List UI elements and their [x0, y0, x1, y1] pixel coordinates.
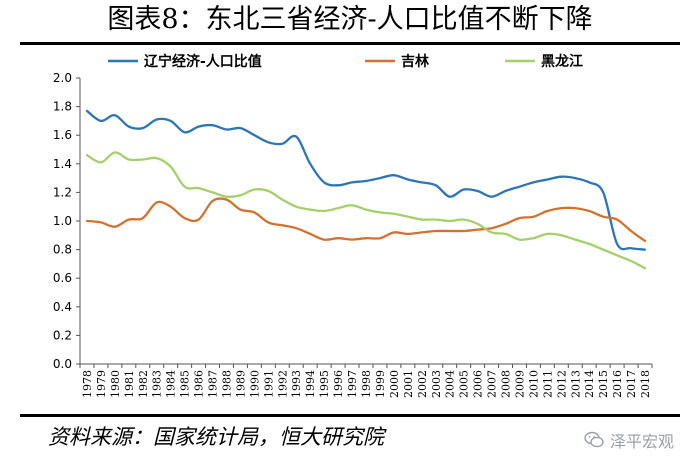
y-tick-label: 1.4	[53, 157, 72, 171]
series-lines	[85, 109, 647, 270]
x-tick-label: 1982	[137, 370, 150, 398]
y-tick-label: 0.4	[53, 300, 72, 314]
legend-item-heilongjiang: 黑龙江	[505, 53, 583, 70]
x-tick-label: 1987	[207, 370, 220, 398]
title-rule	[20, 42, 680, 45]
legend-label: 黑龙江	[541, 53, 583, 70]
x-tick-label: 1984	[165, 370, 178, 398]
watermark-text: 泽平宏观	[609, 432, 674, 451]
x-tick-label: 2015	[597, 370, 610, 398]
x-tick-label: 1989	[234, 370, 247, 398]
y-tick-label: 1.0	[53, 214, 72, 228]
series-line-heilongjiang	[85, 151, 647, 270]
footer-rule	[20, 414, 680, 417]
x-tick-label: 1983	[151, 370, 164, 398]
x-tick-label: 2010	[527, 370, 540, 398]
y-tick-label: 1.6	[53, 128, 72, 142]
x-tick-label: 2004	[444, 370, 457, 398]
x-tick-label: 2006	[472, 370, 485, 398]
chart-axes: 0.0 0.2 0.4 0.6 0.8 1.0 1.2 1.4 1.6 1.8 2.0 1978 197…	[53, 71, 653, 398]
series-line-jilin	[85, 197, 647, 243]
x-tick-label: 2014	[583, 370, 596, 398]
chart-title: 图表8：东北三省经济-人口比值不断下降	[107, 4, 593, 35]
x-tick-label: 1999	[374, 370, 387, 398]
x-tick-label: 2003	[430, 370, 443, 398]
x-tick-label: 1978	[81, 370, 94, 398]
x-tick-label: 1994	[304, 370, 317, 398]
legend-item-liaoning: 辽宁经济-人口比值	[108, 53, 262, 70]
x-tick-label: 1998	[360, 370, 373, 398]
y-tick-label: 0.0	[53, 357, 72, 371]
x-tick-label: 2002	[416, 370, 429, 398]
x-tick-label: 2001	[402, 370, 415, 398]
x-tick-label: 2013	[569, 370, 582, 398]
wechat-icon	[584, 431, 604, 448]
x-tick-label: 1995	[318, 370, 331, 398]
source-note: 资料来源：国家统计局，恒大研究院	[48, 425, 384, 449]
y-tick-label: 2.0	[53, 71, 72, 85]
x-tick-label: 2012	[555, 370, 568, 398]
x-tick-label: 2009	[513, 370, 526, 398]
y-tick-label: 0.2	[53, 328, 72, 342]
x-tick-label: 1993	[290, 370, 303, 398]
x-tick-label: 1979	[95, 370, 108, 398]
y-tick-label: 1.2	[53, 185, 72, 199]
watermark: 泽平宏观	[584, 428, 674, 452]
x-tick-label: 1991	[262, 370, 275, 398]
legend-label: 吉林	[401, 53, 429, 70]
x-tick-label: 2016	[611, 370, 624, 398]
legend-label: 辽宁经济-人口比值	[144, 53, 262, 70]
x-tick-label: 2008	[500, 370, 513, 398]
series-line-liaoning	[85, 109, 647, 251]
y-tick-label: 1.8	[53, 100, 72, 114]
x-tick-label: 2018	[639, 370, 652, 398]
x-tick-label: 1990	[248, 370, 261, 398]
x-tick-label: 1980	[109, 370, 122, 398]
x-tick-label: 1997	[346, 370, 359, 398]
x-tick-label: 1981	[123, 370, 136, 398]
x-tick-label: 2007	[486, 370, 499, 398]
x-tick-label: 2005	[458, 370, 471, 398]
x-tick-label: 1996	[332, 370, 345, 398]
x-tick-label: 1986	[193, 370, 206, 398]
x-tick-label: 1985	[179, 370, 192, 398]
x-tick-label: 2011	[541, 370, 554, 398]
y-tick-label: 0.6	[53, 271, 72, 285]
legend-item-jilin: 吉林	[365, 53, 429, 70]
x-tick-label: 2000	[388, 370, 401, 398]
x-tick-label: 2017	[625, 370, 638, 398]
legend: 辽宁经济-人口比值 吉林 黑龙江	[108, 53, 583, 70]
x-tick-label: 1988	[220, 370, 233, 398]
y-tick-label: 0.8	[53, 243, 72, 257]
x-tick-label: 1992	[276, 370, 289, 398]
